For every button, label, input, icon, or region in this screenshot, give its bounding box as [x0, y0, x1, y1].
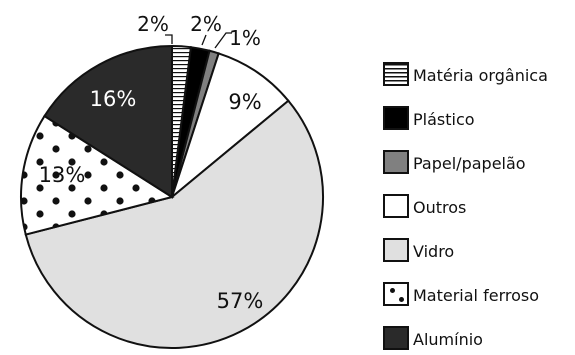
slice-value-label: 57% [217, 289, 264, 313]
pie-slice-material-ferroso [20, 114, 175, 236]
slice-value-label: 2% [190, 12, 222, 36]
legend-swatch [383, 150, 409, 174]
leader-line [214, 32, 232, 49]
legend-swatch [383, 62, 409, 86]
leader-line [165, 34, 173, 44]
slice-value-label: 1% [229, 26, 261, 50]
pie-slice-alum-nio [43, 44, 173, 199]
pie-slice-vidro [24, 99, 324, 349]
legend-item: Material ferroso [383, 282, 575, 306]
slice-value-label: 2% [137, 12, 169, 36]
slice-labels: 2% 2% 1% 9% 57% 13% 16% [39, 12, 264, 313]
legend-swatch [383, 282, 409, 306]
legend-label: Plástico [413, 110, 475, 129]
legend-dot [399, 297, 404, 302]
legend-swatch [383, 106, 409, 130]
legend-label: Vidro [413, 242, 455, 261]
legend-item: Alumínio [383, 326, 575, 350]
legend-swatch [383, 238, 409, 262]
legend-label: Alumínio [413, 330, 483, 349]
legend-item: Outros [383, 194, 575, 218]
slice-value-label: 9% [228, 90, 261, 114]
legend-swatch [383, 194, 409, 218]
legend-swatch [383, 326, 409, 350]
slice-value-label: 13% [39, 163, 86, 187]
legend-item: Papel/papelão [383, 150, 575, 174]
pie-slices [20, 44, 324, 349]
legend-label: Matéria orgânica [413, 66, 548, 85]
legend-item: Matéria orgânica [383, 62, 575, 86]
legend-label: Material ferroso [413, 286, 539, 305]
legend-item: Plástico [383, 106, 575, 130]
slice-value-label: 16% [90, 87, 137, 111]
legend-label: Outros [413, 198, 467, 217]
legend-label: Papel/papelão [413, 154, 526, 173]
legend-dot [390, 288, 395, 293]
pie-slice-outros [169, 52, 290, 200]
leader-line [201, 34, 207, 46]
legend-item: Vidro [383, 238, 575, 262]
